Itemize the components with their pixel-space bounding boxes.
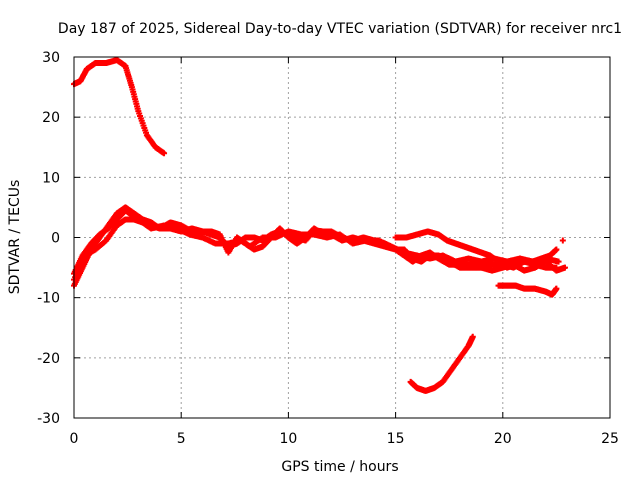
- y-tick-label: 10: [42, 170, 60, 186]
- x-axis-label: GPS time / hours: [281, 459, 398, 475]
- x-tick-label: 15: [387, 431, 405, 447]
- x-tick-label: 0: [70, 431, 79, 447]
- series-track-e: [392, 228, 560, 271]
- chart-title: Day 187 of 2025, Sidereal Day-to-day VTE…: [58, 21, 622, 37]
- y-tick-label: -30: [37, 411, 60, 427]
- axis-ticks: 0 5 10 15 20 25 -30 -20 -10 0 10 20 30: [37, 50, 619, 447]
- data-point: [553, 285, 560, 292]
- data-point: [469, 333, 476, 340]
- y-axis-label: SDTVAR / TECUs: [7, 180, 23, 295]
- data-points: [71, 57, 568, 394]
- data-point: [161, 150, 168, 157]
- series-track-f: [495, 282, 560, 298]
- data-point: [559, 237, 566, 244]
- y-tick-label: 30: [42, 50, 60, 66]
- series-track-h: [559, 237, 566, 244]
- x-tick-label: 5: [177, 431, 186, 447]
- y-tick-label: -20: [37, 351, 60, 367]
- data-point: [553, 246, 560, 253]
- series-track-a: [71, 57, 168, 157]
- y-tick-label: -10: [37, 291, 60, 307]
- x-tick-label: 25: [601, 431, 619, 447]
- data-point: [555, 258, 562, 265]
- data-point: [561, 264, 568, 271]
- x-tick-label: 10: [279, 431, 297, 447]
- series-track-g: [407, 333, 476, 394]
- y-tick-label: 20: [42, 110, 60, 126]
- x-tick-label: 20: [494, 431, 512, 447]
- y-tick-label: 0: [51, 231, 60, 247]
